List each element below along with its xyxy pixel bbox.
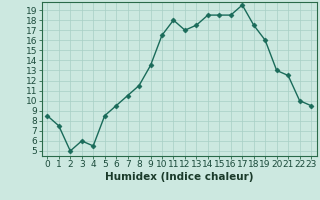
X-axis label: Humidex (Indice chaleur): Humidex (Indice chaleur) bbox=[105, 172, 253, 182]
